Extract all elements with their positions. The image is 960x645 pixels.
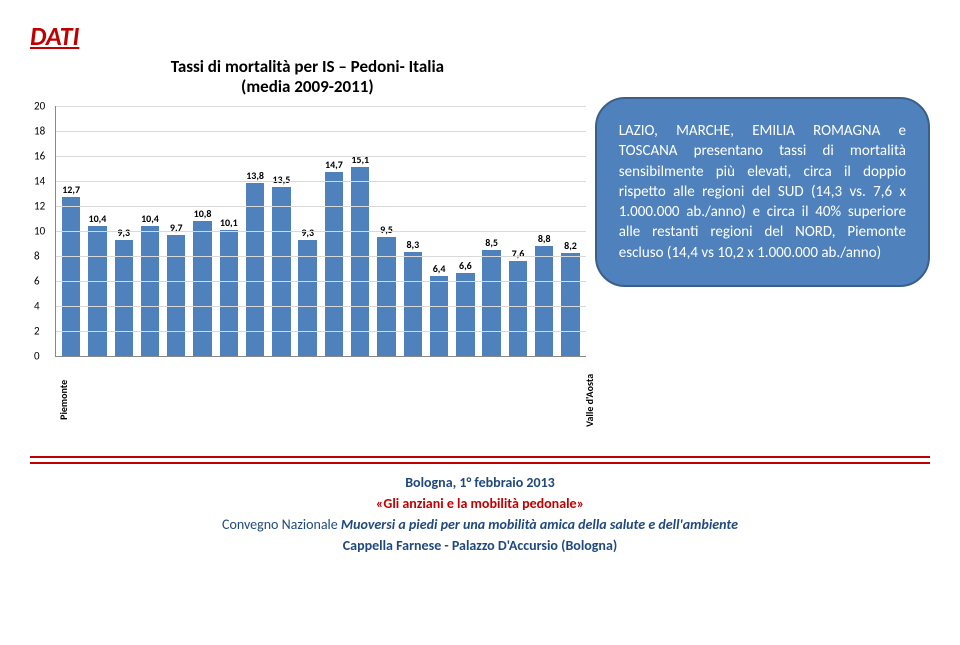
chart-title: Tassi di mortalità per IS – Pedoni- Ital…: [30, 57, 585, 98]
chart-gridline: [56, 281, 586, 282]
chart-bar: [298, 240, 316, 356]
chart-bar-value-label: 8,2: [564, 239, 577, 252]
chart-bar-wrap: 9,3: [295, 226, 321, 356]
chart-bar-wrap: 14,7: [321, 158, 347, 356]
chart-bar-value-label: 10,4: [141, 212, 159, 225]
chart-ytick: 6: [34, 274, 40, 287]
chart-x-labels: PiemonteValle d'AostaLombardiaTrentino-A…: [55, 359, 585, 441]
chart-bar-wrap: 6,4: [426, 262, 452, 356]
chart-gridline: [56, 181, 586, 182]
chart-bar: [456, 273, 474, 356]
chart-bar-value-label: 8,8: [538, 232, 551, 245]
chart-x-label: Piemonte: [57, 359, 583, 441]
chart-bar: [561, 253, 579, 356]
chart-gridline: [56, 131, 586, 132]
chart-bar-wrap: 10,4: [137, 212, 163, 356]
chart-ytick: 2: [34, 324, 40, 337]
chart-bar: [193, 221, 211, 356]
chart-bar: [220, 230, 238, 356]
chart-gridline: [56, 106, 586, 107]
chart-bar-value-label: 9,5: [380, 223, 393, 236]
chart-ytick: 12: [34, 199, 45, 212]
chart-title-line1: Tassi di mortalità per IS – Pedoni- Ital…: [171, 56, 444, 77]
chart-bar-wrap: 10,1: [216, 216, 242, 356]
chart-bar-value-label: 14,7: [325, 158, 343, 171]
chart-bar-value-label: 8,3: [406, 238, 419, 251]
chart-ytick: 10: [34, 224, 45, 237]
chart-bar-value-label: 10,4: [89, 212, 107, 225]
chart-bar-wrap: 9,7: [163, 221, 189, 356]
chart-bar-wrap: 6,6: [452, 259, 478, 356]
chart-bar-wrap: 9,5: [373, 223, 399, 356]
chart-bar: [430, 276, 448, 356]
footer: Bologna, 1° febbraio 2013 «Gli anziani e…: [30, 472, 930, 556]
chart-gridline: [56, 231, 586, 232]
chart-bar: [509, 261, 527, 356]
footer-conf-italic: Muoversi a piedi per una mobilità amica …: [341, 516, 738, 533]
chart-bar-value-label: 9,3: [301, 226, 314, 239]
footer-location: Cappella Farnese - Palazzo D'Accursio (B…: [30, 535, 930, 556]
chart-bar: [325, 172, 343, 356]
chart-bar-wrap: 13,8: [242, 169, 268, 356]
footer-date: Bologna, 1° febbraio 2013: [30, 472, 930, 493]
chart-ytick: 18: [34, 124, 45, 137]
chart-bar-value-label: 13,5: [272, 173, 290, 186]
chart-ytick: 14: [34, 174, 45, 187]
callout-box: LAZIO, MARCHE, EMILIA ROMAGNA e TOSCANA …: [595, 97, 930, 287]
chart-gridline: [56, 256, 586, 257]
chart-bar-value-label: 7,6: [512, 247, 525, 260]
chart-bar-wrap: 13,5: [268, 173, 294, 356]
chart-bar-wrap: 8,8: [531, 232, 557, 356]
footer-divider: [30, 456, 930, 464]
footer-conference: Convegno Nazionale Muoversi a piedi per …: [30, 514, 930, 535]
chart-bar: [351, 167, 369, 356]
chart-bar: [404, 252, 422, 356]
chart-bar: [62, 197, 80, 356]
chart-bar-wrap: 15,1: [347, 153, 373, 356]
chart-bar-value-label: 10,8: [194, 207, 212, 220]
chart-bar-value-label: 6,4: [433, 262, 446, 275]
page-title: DATI: [30, 20, 930, 52]
chart-bar-value-label: 12,7: [62, 183, 80, 196]
chart-bar-value-label: 10,1: [220, 216, 238, 229]
chart-plot: 12,7 10,4 9,3 10,4 9,7 10,8 10,1 13,8 13,5 9,3 14,…: [55, 106, 586, 357]
chart-bar-wrap: 7,6: [505, 247, 531, 356]
chart-ytick: 4: [34, 299, 40, 312]
chart-bar-wrap: 8,5: [479, 236, 505, 356]
chart-ytick: 0: [34, 349, 40, 362]
chart-gridline: [56, 306, 586, 307]
chart-bar: [167, 235, 185, 356]
chart-bar-wrap: 10,4: [84, 212, 110, 356]
chart-bar-value-label: 9,3: [117, 226, 130, 239]
chart-bar: [482, 250, 500, 356]
chart-x-label: Valle d'Aosta: [583, 359, 960, 441]
bar-chart: Tassi di mortalità per IS – Pedoni- Ital…: [30, 57, 585, 406]
chart-bar: [88, 226, 106, 356]
chart-bar: [535, 246, 553, 356]
chart-plot-area: 12,7 10,4 9,3 10,4 9,7 10,8 10,1 13,8 13,5 9,3 14,…: [55, 106, 585, 406]
chart-ytick: 8: [34, 249, 40, 262]
chart-gridline: [56, 156, 586, 157]
chart-bar-value-label: 8,5: [485, 236, 498, 249]
chart-title-line2: (media 2009-2011): [241, 76, 374, 97]
chart-ytick: 16: [34, 149, 45, 162]
chart-bar-value-label: 6,6: [459, 259, 472, 272]
footer-conf-prefix: Convegno Nazionale: [222, 516, 341, 533]
chart-bar-wrap: 9,3: [111, 226, 137, 356]
footer-subtitle: «Gli anziani e la mobilità pedonale»: [30, 493, 930, 514]
chart-bar: [141, 226, 159, 356]
chart-gridline: [56, 331, 586, 332]
chart-gridline: [56, 206, 586, 207]
chart-bar: [115, 240, 133, 356]
main-content-row: Tassi di mortalità per IS – Pedoni- Ital…: [30, 57, 930, 406]
chart-ytick: 20: [34, 99, 45, 112]
